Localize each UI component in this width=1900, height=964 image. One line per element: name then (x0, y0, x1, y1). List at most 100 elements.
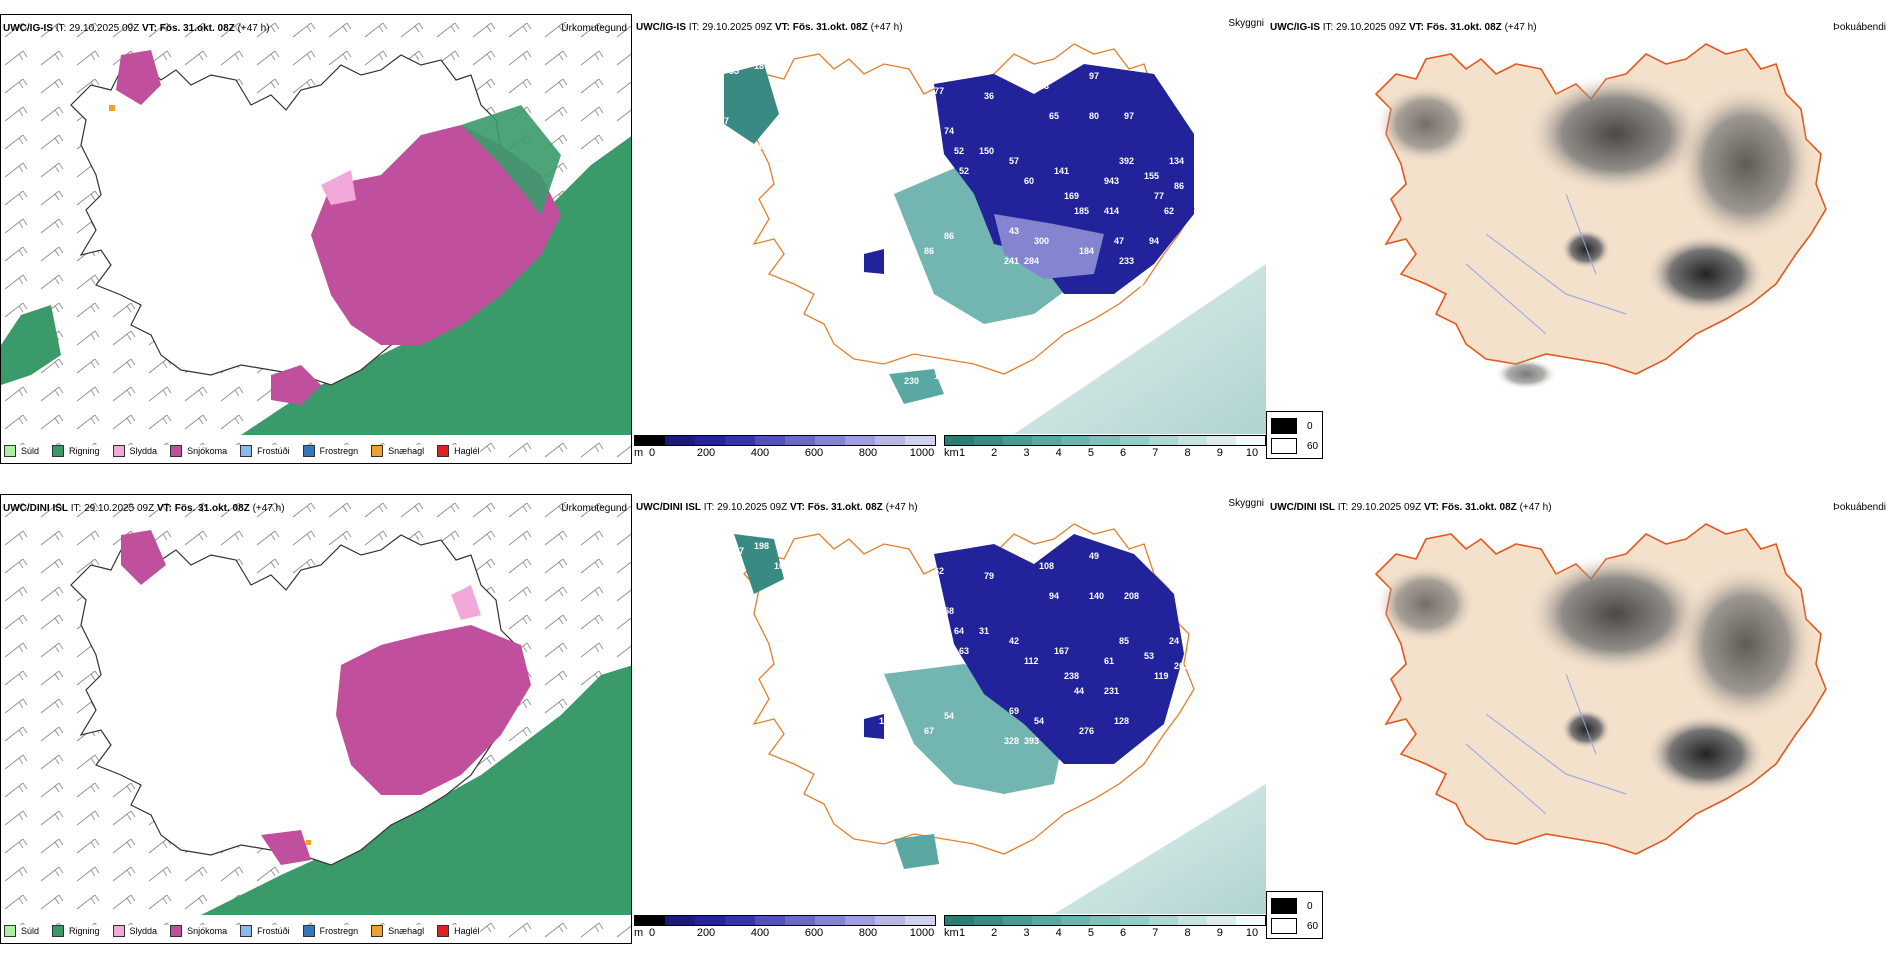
map-header: UWC/IG-IS IT: 29.10.2025 09Z VT: Fös. 31… (636, 22, 903, 33)
model-row-ig-is: UWC/IG-IS IT: 29.10.2025 09Z VT: Fös. 31… (0, 14, 1900, 484)
legend-item-snow-pellets: Snæhagl (371, 925, 424, 937)
colorbar-tick: 0 (648, 447, 656, 459)
colorbar-tick: 7 (1152, 447, 1159, 459)
visibility-colorbar (944, 915, 1266, 926)
visibility-value-label: 85 (1119, 636, 1129, 646)
visibility-value-label: 52 (954, 146, 964, 156)
snow-area-westfjords (116, 50, 161, 105)
visibility-value-label: 58 (944, 606, 954, 616)
visibility-value-label: 392 (1119, 156, 1134, 166)
visibility-value-label: 47 (1114, 236, 1124, 246)
legend-item-snow-pellets: Snæhagl (371, 445, 424, 457)
visibility-value-label: 62 (1164, 206, 1174, 216)
sleet-area (321, 170, 356, 205)
colorbar-tick: 200 (696, 447, 716, 459)
rain-area-sea (241, 136, 631, 435)
snow-area-east (311, 125, 561, 345)
colorbar-tick: 1000 (909, 927, 935, 939)
visibility-value-label: 42 (1009, 636, 1019, 646)
colorbar-tick: 600 (804, 927, 824, 939)
visibility-colorbars: m 0 200 400 600 800 1000 km 1 2 3 4 5 6 7 8 9 10 (634, 435, 1266, 463)
visibility-value-label: 18 (754, 61, 764, 71)
colorbar-tick: 10 (1245, 927, 1259, 939)
visibility-value-label: 86 (924, 246, 934, 256)
legend-item-freezing-drizzle: Frostúði (240, 925, 290, 937)
legend-item-sleet: Slydda (112, 445, 157, 457)
visibility-panel: 137 198 102 77 58 87 58 62 79 108 49 58 64 31 63 42 112 9… (634, 494, 1266, 944)
panel-title: Skyggni (1228, 498, 1264, 509)
panel-title: Þokuábendi (1833, 502, 1886, 513)
visibility-value-label: 94 (1149, 236, 1159, 246)
visibility-value-label: 943 (1104, 176, 1119, 186)
precip-type-map (1, 15, 631, 463)
precip-type-map (1, 495, 631, 943)
visibility-value-label: 86 (1174, 181, 1184, 191)
colorbar-tick: 1000 (909, 447, 935, 459)
map-header: UWC/DINI ISL IT: 29.10.2025 09Z VT: Fös.… (3, 503, 285, 514)
visibility-value-label: 165 (1104, 296, 1119, 306)
legend-item-sleet: Slydda (112, 925, 157, 937)
colorbar-tick: 2 (991, 447, 998, 459)
visibility-value-label: 137 (729, 546, 744, 556)
map-header: UWC/DINI ISL IT: 29.10.2025 09Z VT: Fös.… (636, 502, 918, 513)
colorbar-tick: 3 (1023, 447, 1030, 459)
visibility-value-label: 140 (1089, 591, 1104, 601)
visibility-value-label: 31 (979, 626, 989, 636)
fog-legend: 0 60 (1266, 411, 1323, 459)
snow-area-south (261, 830, 311, 865)
panel-title: Úrkomutegund (561, 503, 627, 514)
fog-map (1375, 43, 1827, 389)
visibility-value-label: 173 (1064, 296, 1079, 306)
visibility-panel: 55 18 18 18 99 47 106 77 36 43 97 74 52 150 52 57 60 65 14… (634, 14, 1266, 464)
visibility-value-label: 44 (1074, 686, 1084, 696)
map-header: UWC/IG-IS IT: 29.10.2025 09Z VT: Fös. 31… (1270, 22, 1537, 33)
colorbar-tick: 4 (1055, 447, 1062, 459)
visibility-value-label: 18 (784, 101, 794, 111)
visibility-value-label: 58 (809, 581, 819, 591)
visibility-value-label: 62 (934, 566, 944, 576)
visibility-value-label: 79 (984, 571, 994, 581)
visibility-value-label: 134 (1169, 156, 1184, 166)
visibility-value-label: 69 (1009, 706, 1019, 716)
visibility-value-label: 123 (1044, 321, 1059, 331)
legend-item-drizzle: Súld (4, 925, 39, 937)
visibility-value-label: 58 (749, 621, 759, 631)
colorbar-tick: 1 (958, 927, 966, 939)
visibility-value-label: 77 (784, 581, 794, 591)
precip-type-panel: UWC/IG-IS IT: 29.10.2025 09Z VT: Fös. 31… (0, 14, 632, 464)
visibility-value-label: 185 (1074, 206, 1089, 216)
precip-legend: Súld Rigning Slydda Snjókoma Frostúði Fr… (4, 445, 480, 457)
panel-title: Úrkomutegund (561, 23, 627, 34)
snow-pellets-spot (109, 105, 115, 111)
visibility-value-label: 77 (1154, 191, 1164, 201)
colorbar-tick: 3 (1023, 927, 1030, 939)
visibility-value-label: 108 (1039, 561, 1054, 571)
visibility-value-label: 94 (1049, 591, 1059, 601)
visibility-value-label: 77 (934, 86, 944, 96)
snow-area-south (271, 365, 321, 405)
visibility-value-label: 53 (1144, 651, 1154, 661)
visibility-value-label: 169 (1064, 191, 1079, 201)
legend-item-rain: Rigning (52, 445, 100, 457)
visibility-value-label: 18 (774, 81, 784, 91)
colorbar-tick: 800 (858, 927, 878, 939)
colorbar-tick: 1 (958, 447, 966, 459)
visibility-value-label: 74 (944, 126, 954, 136)
visibility-value-label: 97 (1124, 111, 1134, 121)
colorbar-tick: 400 (750, 927, 770, 939)
colorbar-tick: 8 (1184, 447, 1191, 459)
legend-item-freezing-drizzle: Frostúði (240, 445, 290, 457)
rain-area-sea (201, 665, 631, 915)
visibility-value-label: 99 (809, 101, 819, 111)
snow-pellets-spot (306, 840, 311, 845)
visibility-value-label: 150 (879, 716, 894, 726)
visibility-value-label: 128 (1114, 716, 1129, 726)
visibility-value-label: 36 (984, 91, 994, 101)
legend-item-hail: Haglél (437, 445, 480, 457)
sleet-area (451, 585, 481, 620)
rain-area-west (1, 305, 61, 385)
visibility-value-label: 69 (879, 236, 889, 246)
visibility-value-label: 49 (1089, 551, 1099, 561)
panel-title: Þokuábendi (1833, 22, 1886, 33)
visibility-colorbar (944, 435, 1266, 446)
